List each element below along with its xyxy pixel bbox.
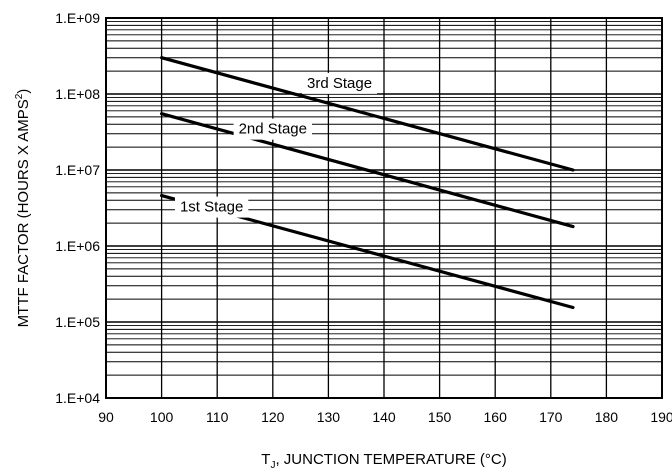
series-label-background	[301, 72, 378, 94]
x-tick-labels: 90 100 110 120 130 140 150 160 170 180 190	[98, 409, 672, 425]
x-tick-label: 170	[539, 409, 563, 425]
x-tick-label: 90	[98, 409, 114, 425]
y-tick-labels: 1.E+04 1.E+05 1.E+06 1.E+07 1.E+08 1.E+09	[55, 10, 100, 406]
x-axis-title: TJ, JUNCTION TEMPERATURE (°C)	[261, 451, 506, 471]
series-label-background	[174, 196, 249, 218]
series-lines	[160, 56, 575, 310]
series-label-text: 2nd Stage	[239, 121, 307, 138]
x-tick-label: 140	[372, 409, 396, 425]
x-tick-label: 130	[317, 409, 341, 425]
series-label-2: 2nd Stage	[233, 118, 313, 140]
y-tick-label: 1.E+06	[55, 238, 100, 254]
y-axis-title-superscript: 2	[14, 93, 25, 99]
series-labels: 3rd Stage 2nd Stage 1st Stage	[174, 72, 378, 218]
series-label-1: 3rd Stage	[301, 72, 378, 94]
x-axis-title-rest: , JUNCTION TEMPERATURE (°C)	[275, 451, 506, 468]
y-tick-label: 1.E+05	[55, 314, 100, 330]
series-line-2	[160, 112, 575, 229]
x-tick-label: 100	[150, 409, 174, 425]
x-tick-label: 150	[428, 409, 452, 425]
x-axis-title-main: T	[261, 451, 270, 468]
x-tick-label: 160	[484, 409, 508, 425]
x-tick-label: 120	[261, 409, 285, 425]
y-tick-label: 1.E+04	[55, 390, 100, 406]
series-label-text: 1st Stage	[180, 199, 243, 216]
x-tick-label: 190	[650, 409, 672, 425]
y-tick-label: 1.E+08	[55, 86, 100, 102]
y-axis-title-rest: )	[15, 89, 32, 94]
series-label-3: 1st Stage	[174, 196, 249, 218]
series-label-background	[233, 118, 313, 140]
y-axis-title-main: MTTF FACTOR (HOURS X AMPS	[15, 99, 32, 327]
plot-frame	[105, 17, 663, 399]
x-axis-title-subscript: J	[270, 460, 275, 471]
series-line-3	[160, 56, 575, 172]
y-axis-title: MTTF FACTOR (HOURS X AMPS2)	[14, 89, 32, 328]
x-tick-label: 180	[595, 409, 619, 425]
y-tick-label: 1.E+09	[55, 10, 100, 26]
series-label-text: 3rd Stage	[307, 75, 372, 92]
x-tick-label: 110	[206, 409, 229, 425]
y-tick-label: 1.E+07	[55, 162, 100, 178]
